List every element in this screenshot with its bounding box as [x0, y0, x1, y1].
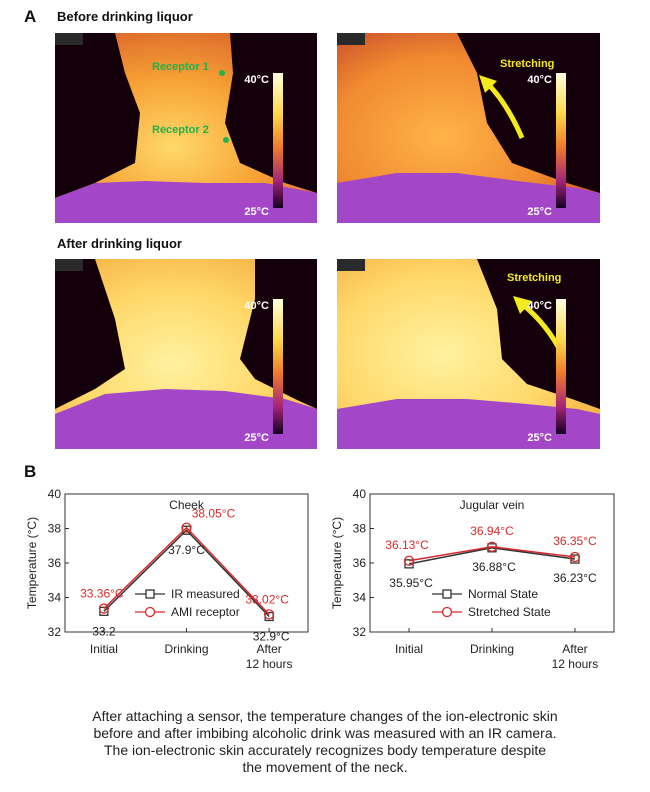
temperature-scale-bar [273, 73, 283, 208]
cheek-chart: Cheek 32 34 36 38 40 Temperature (°C) Initial Dr… [20, 482, 320, 692]
x-tick-label: Drinking [470, 642, 514, 656]
data-label: 36.35°C [553, 534, 597, 548]
y-tick-label: 40 [48, 487, 62, 501]
series-line-1 [103, 526, 270, 615]
receptor-1-dot [219, 70, 225, 76]
x-tick-label: Initial [395, 642, 423, 656]
x-tick-label: After 12 hours [552, 642, 599, 671]
y-tick-label: 32 [48, 625, 62, 639]
x-tick-label: Initial [90, 642, 118, 656]
figure-caption: After attaching a sensor, the temperatur… [20, 708, 630, 776]
y-tick-label: 34 [353, 591, 367, 605]
series-1-point [263, 609, 275, 620]
after-drinking-title: After drinking liquor [57, 236, 182, 251]
y-tick-label: 36 [48, 556, 62, 570]
jugular-vein-chart: Jugular vein 32 34 36 38 40 Temperature (°C) In… [325, 482, 630, 692]
caption-line-1: After attaching a sensor, the temperatur… [92, 708, 558, 724]
data-label: 36.13°C [385, 538, 429, 552]
legend-label-0: IR measured [171, 587, 240, 601]
series-1-point [403, 555, 415, 566]
x-tick-label-line: After [562, 642, 587, 656]
caption-line-2: before and after imbibing alcoholic drin… [93, 725, 557, 741]
y-axis-label: Temperature (°C) [330, 517, 344, 609]
data-label: 37.9°C [168, 543, 205, 557]
scale-bottom-label: 25°C [244, 432, 269, 444]
scale-bottom-label: 25°C [244, 206, 269, 218]
y-tick-label: 40 [353, 487, 367, 501]
data-label: 38.05°C [192, 507, 236, 521]
caption-line-3: The ion-electronic skin accurately recog… [103, 742, 546, 758]
scale-top-label: 40°C [244, 300, 269, 312]
thermal-image-after-stretched: Stretching 40°C 25°C [337, 259, 600, 449]
series-1-point [486, 541, 498, 552]
stretching-label-2: Stretching [507, 272, 561, 284]
legend-marker-0 [442, 589, 452, 599]
chart-title: Cheek [169, 498, 205, 512]
data-label: 33.2 [92, 624, 116, 638]
x-tick-label: Drinking [164, 642, 208, 656]
receptor-2-dot [223, 137, 229, 143]
x-tick-label-line: 12 hours [552, 657, 599, 671]
data-label: 33.36°C [80, 587, 124, 601]
data-label: 36.94°C [470, 524, 514, 538]
chart-title: Jugular vein [460, 498, 525, 512]
series-line-1 [408, 546, 576, 562]
y-tick-label: 36 [353, 556, 367, 570]
data-label: 36.88°C [472, 560, 516, 574]
series-1-point [98, 603, 110, 614]
legend-marker-1 [441, 606, 453, 618]
panel-b-letter: B [24, 462, 37, 481]
data-label: 35.95°C [389, 576, 433, 590]
receptor-1-label: Receptor 1 [152, 61, 209, 73]
before-drinking-title: Before drinking liquor [57, 9, 193, 24]
scale-top-label: 40°C [527, 300, 552, 312]
x-tick-label-line: 12 hours [246, 657, 293, 671]
caption-line-4: the movement of the neck. [242, 759, 408, 775]
scale-top-label: 40°C [527, 74, 552, 86]
x-tick-label-line: After [256, 642, 281, 656]
legend-label-0: Normal State [468, 587, 538, 601]
series-line-0 [103, 529, 270, 617]
x-tick-label-line: Drinking [164, 642, 208, 656]
legend-marker-1 [144, 606, 156, 618]
receptor-2-label: Receptor 2 [152, 124, 209, 136]
series-1-point [181, 522, 192, 533]
legend-marker-0 [145, 589, 155, 599]
x-tick-label-line: Initial [90, 642, 118, 656]
y-axis-label: Temperature (°C) [25, 517, 39, 609]
scale-bottom-label: 25°C [527, 206, 552, 218]
thermal-image-after-normal: 40°C 25°C [55, 259, 317, 449]
series-line-0 [408, 547, 576, 565]
series-1-point [569, 551, 581, 563]
y-tick-label: 38 [48, 522, 62, 536]
panel-a-letter: A [24, 7, 37, 26]
x-tick-label: After 12 hours [246, 642, 293, 671]
data-label: 33.02°C [245, 592, 289, 606]
y-tick-label: 34 [48, 591, 62, 605]
y-tick-label: 38 [353, 522, 367, 536]
x-tick-label-line: Initial [395, 642, 423, 656]
stretching-label-1: Stretching [500, 58, 554, 70]
data-label: 36.23°C [553, 571, 597, 585]
legend-label-1: Stretched State [468, 605, 551, 619]
y-tick-label: 32 [353, 625, 367, 639]
legend-label-1: AMI receptor [171, 605, 240, 619]
scale-top-label: 40°C [244, 74, 269, 86]
thermal-image-before-stretched: Stretching 40°C 25°C [337, 33, 600, 223]
data-label: 32.9°C [253, 629, 290, 643]
x-tick-label-line: Drinking [470, 642, 514, 656]
thermal-image-before-normal: Receptor 1 Receptor 2 40°C 25°C [55, 33, 317, 223]
scale-bottom-label: 25°C [527, 432, 552, 444]
